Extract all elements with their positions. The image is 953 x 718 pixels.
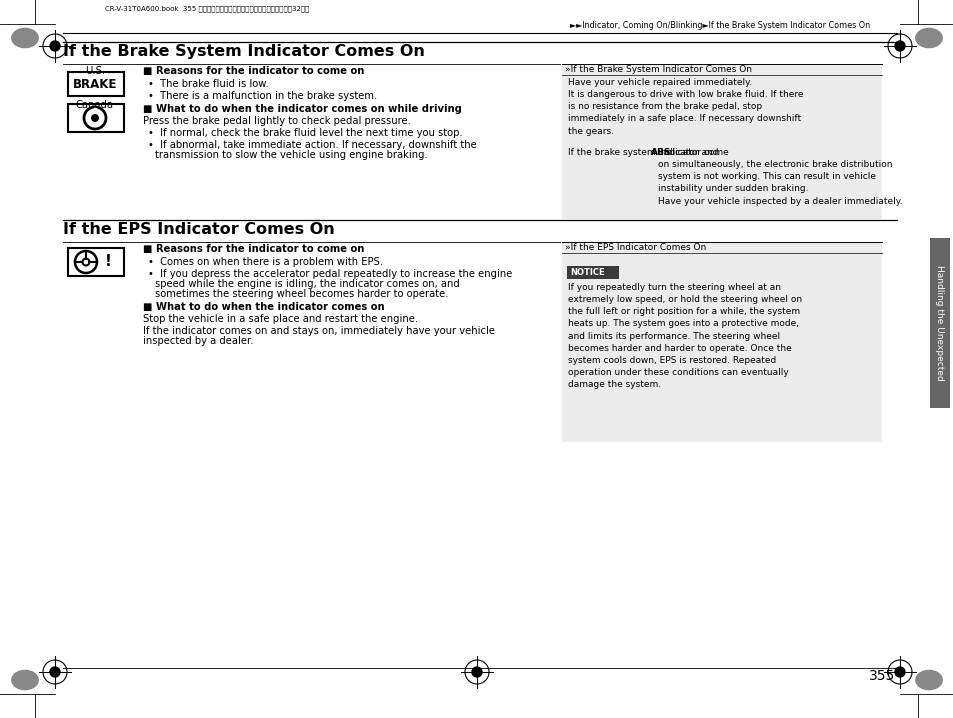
Text: NOTICE: NOTICE bbox=[569, 268, 604, 277]
Text: sometimes the steering wheel becomes harder to operate.: sometimes the steering wheel becomes har… bbox=[154, 289, 448, 299]
Text: !: ! bbox=[105, 254, 112, 269]
Text: U.S.: U.S. bbox=[85, 66, 105, 76]
Text: •  The brake fluid is low.: • The brake fluid is low. bbox=[148, 79, 269, 89]
Text: 355: 355 bbox=[868, 669, 894, 683]
Text: Canada: Canada bbox=[76, 100, 113, 110]
Text: •  If you depress the accelerator pedal repeatedly to increase the engine: • If you depress the accelerator pedal r… bbox=[148, 269, 512, 279]
Bar bbox=[68, 104, 124, 132]
Text: »If the Brake System Indicator Comes On: »If the Brake System Indicator Comes On bbox=[564, 65, 751, 74]
Text: •  There is a malfunction in the brake system.: • There is a malfunction in the brake sy… bbox=[148, 91, 376, 101]
Text: If the EPS Indicator Comes On: If the EPS Indicator Comes On bbox=[63, 222, 335, 237]
Ellipse shape bbox=[915, 29, 942, 47]
Text: If you repeatedly turn the steering wheel at an
extremely low speed, or hold the: If you repeatedly turn the steering whee… bbox=[567, 283, 801, 389]
Text: ABS: ABS bbox=[650, 148, 670, 157]
Text: ■ What to do when the indicator comes on while driving: ■ What to do when the indicator comes on… bbox=[143, 104, 461, 114]
Text: Stop the vehicle in a safe place and restart the engine.: Stop the vehicle in a safe place and res… bbox=[143, 314, 417, 324]
Bar bbox=[929, 238, 949, 408]
Circle shape bbox=[50, 41, 60, 51]
Circle shape bbox=[50, 667, 60, 677]
Circle shape bbox=[894, 41, 904, 51]
Text: transmission to slow the vehicle using engine braking.: transmission to slow the vehicle using e… bbox=[154, 150, 427, 160]
Text: speed while the engine is idling, the indicator comes on, and: speed while the engine is idling, the in… bbox=[154, 279, 459, 289]
Text: •  If abnormal, take immediate action. If necessary, downshift the: • If abnormal, take immediate action. If… bbox=[148, 140, 476, 150]
Text: If the Brake System Indicator Comes On: If the Brake System Indicator Comes On bbox=[63, 44, 424, 59]
Bar bbox=[561, 64, 882, 219]
Text: ►►Indicator, Coming On/Blinking►If the Brake System Indicator Comes On: ►►Indicator, Coming On/Blinking►If the B… bbox=[569, 21, 869, 30]
Text: Press the brake pedal lightly to check pedal pressure.: Press the brake pedal lightly to check p… bbox=[143, 116, 411, 126]
Ellipse shape bbox=[11, 671, 38, 689]
Text: indicator come
on simultaneously, the electronic brake distribution
system is no: indicator come on simultaneously, the el… bbox=[658, 148, 902, 205]
Text: •  If normal, check the brake fluid level the next time you stop.: • If normal, check the brake fluid level… bbox=[148, 128, 462, 138]
Text: inspected by a dealer.: inspected by a dealer. bbox=[143, 336, 253, 346]
Text: ■ Reasons for the indicator to come on: ■ Reasons for the indicator to come on bbox=[143, 66, 364, 76]
Bar bbox=[68, 248, 124, 276]
Text: ■ Reasons for the indicator to come on: ■ Reasons for the indicator to come on bbox=[143, 244, 364, 254]
Circle shape bbox=[472, 667, 481, 677]
Text: CR-V-31T0A600.book  355 ページ　２０１１年８月８日　月曜日　午後６時32６分: CR-V-31T0A600.book 355 ページ ２０１１年８月８日 月曜日… bbox=[105, 5, 309, 11]
Bar bbox=[561, 242, 882, 442]
Text: Handling the Unexpected: Handling the Unexpected bbox=[935, 265, 943, 381]
Text: Have your vehicle repaired immediately.
It is dangerous to drive with low brake : Have your vehicle repaired immediately. … bbox=[567, 78, 802, 136]
Text: If the indicator comes on and stays on, immediately have your vehicle: If the indicator comes on and stays on, … bbox=[143, 326, 495, 336]
Ellipse shape bbox=[11, 29, 38, 47]
Text: ■ What to do when the indicator comes on: ■ What to do when the indicator comes on bbox=[143, 302, 384, 312]
Bar bbox=[566, 266, 618, 279]
Circle shape bbox=[894, 667, 904, 677]
Bar bbox=[68, 72, 124, 96]
Text: BRAKE: BRAKE bbox=[72, 78, 117, 90]
Text: If the brake system indicator and: If the brake system indicator and bbox=[567, 148, 720, 157]
Circle shape bbox=[91, 114, 99, 122]
Ellipse shape bbox=[915, 671, 942, 689]
Text: »If the EPS Indicator Comes On: »If the EPS Indicator Comes On bbox=[564, 243, 705, 252]
Text: •  Comes on when there is a problem with EPS.: • Comes on when there is a problem with … bbox=[148, 257, 382, 267]
